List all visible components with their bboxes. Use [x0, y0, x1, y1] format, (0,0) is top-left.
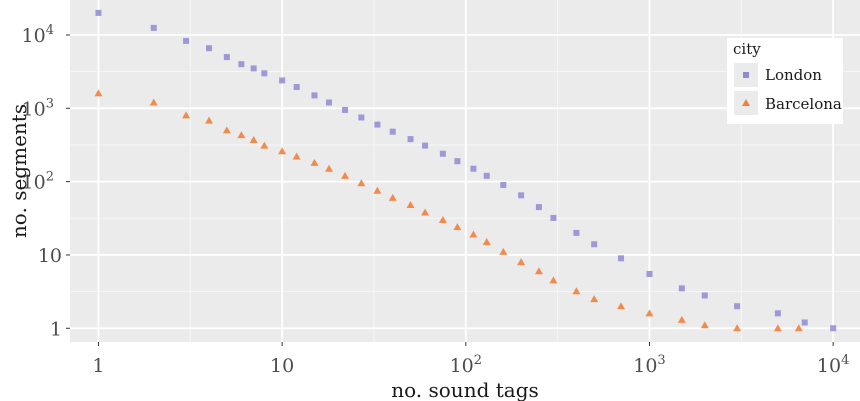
point-london [206, 45, 213, 52]
x-tick-label: 102 [450, 353, 482, 377]
point-barcelona [469, 230, 478, 238]
point-london [95, 9, 102, 16]
point-barcelona [534, 267, 543, 275]
point-barcelona [325, 164, 334, 172]
point-london [500, 181, 507, 188]
point-barcelona [482, 238, 491, 246]
point-barcelona [182, 111, 191, 119]
point-london [550, 214, 557, 221]
point-london [591, 241, 598, 248]
y-tick-label: 104 [22, 23, 54, 47]
point-barcelona [549, 276, 558, 284]
point-barcelona [205, 116, 214, 124]
point-barcelona [388, 193, 397, 201]
point-barcelona [677, 315, 686, 323]
point-barcelona [222, 126, 231, 134]
point-london [774, 310, 781, 317]
x-tick-label: 1 [92, 355, 104, 377]
point-barcelona [517, 258, 526, 266]
point-barcelona [438, 215, 447, 223]
point-london [223, 54, 230, 61]
point-barcelona [499, 247, 508, 255]
point-london [454, 158, 461, 165]
point-barcelona [700, 321, 709, 329]
point-london [311, 92, 318, 99]
y-tick-label: 1 [50, 318, 62, 340]
point-barcelona [357, 179, 366, 187]
point-barcelona [341, 171, 350, 179]
legend-marker-barcelona [742, 99, 750, 106]
point-london [326, 99, 333, 106]
point-london [646, 270, 653, 277]
point-london [573, 229, 580, 236]
point-barcelona [733, 324, 742, 332]
point-london [293, 84, 300, 91]
legend-label-london: London [765, 66, 822, 84]
point-barcelona [453, 223, 462, 231]
series-barcelona [94, 89, 803, 332]
point-london [342, 106, 349, 113]
y-tick-label: 10 [38, 245, 62, 267]
point-london [389, 128, 396, 135]
point-barcelona [310, 158, 319, 166]
point-london [483, 172, 490, 179]
point-barcelona [617, 302, 626, 310]
point-london [183, 37, 190, 44]
point-barcelona [645, 309, 654, 317]
point-barcelona [249, 135, 258, 143]
point-london [701, 292, 708, 299]
point-london [734, 303, 741, 310]
point-london [374, 121, 381, 128]
point-barcelona [572, 287, 581, 295]
x-axis-title: no. sound tags [391, 378, 539, 401]
legend: city London Barcelona [727, 38, 843, 124]
data-points [94, 9, 837, 332]
point-london [439, 150, 446, 157]
point-london [150, 24, 157, 31]
point-barcelona [278, 147, 287, 155]
point-london [801, 319, 808, 326]
point-barcelona [94, 89, 103, 97]
point-london [678, 285, 685, 292]
point-london [279, 77, 286, 84]
x-axis-ticks: 1 10 102 103 104 [92, 342, 849, 377]
x-tick-label: 103 [633, 353, 665, 377]
point-barcelona [421, 208, 430, 216]
legend-label-barcelona: Barcelona [765, 95, 842, 113]
legend-marker-london [743, 72, 749, 78]
point-barcelona [149, 98, 158, 106]
point-barcelona [292, 152, 301, 160]
x-tick-label: 104 [817, 353, 849, 377]
point-barcelona [590, 295, 599, 303]
point-london [250, 65, 257, 72]
series-london [95, 9, 837, 332]
y-axis-title: no. segments [7, 104, 31, 238]
point-barcelona [794, 324, 803, 332]
point-london [358, 114, 365, 121]
point-london [518, 192, 525, 199]
point-london [407, 136, 414, 143]
point-barcelona [260, 141, 269, 149]
point-london [470, 165, 477, 172]
legend-title: city [733, 40, 761, 58]
point-barcelona [773, 324, 782, 332]
point-london [535, 204, 542, 211]
major-gridlines [70, 0, 860, 342]
point-london [618, 255, 625, 262]
point-london [238, 61, 245, 68]
x-tick-label: 10 [270, 355, 294, 377]
point-barcelona [373, 186, 382, 194]
point-london [830, 325, 837, 332]
point-london [422, 142, 429, 149]
point-barcelona [406, 201, 415, 209]
point-barcelona [237, 131, 246, 139]
point-london [261, 70, 268, 77]
